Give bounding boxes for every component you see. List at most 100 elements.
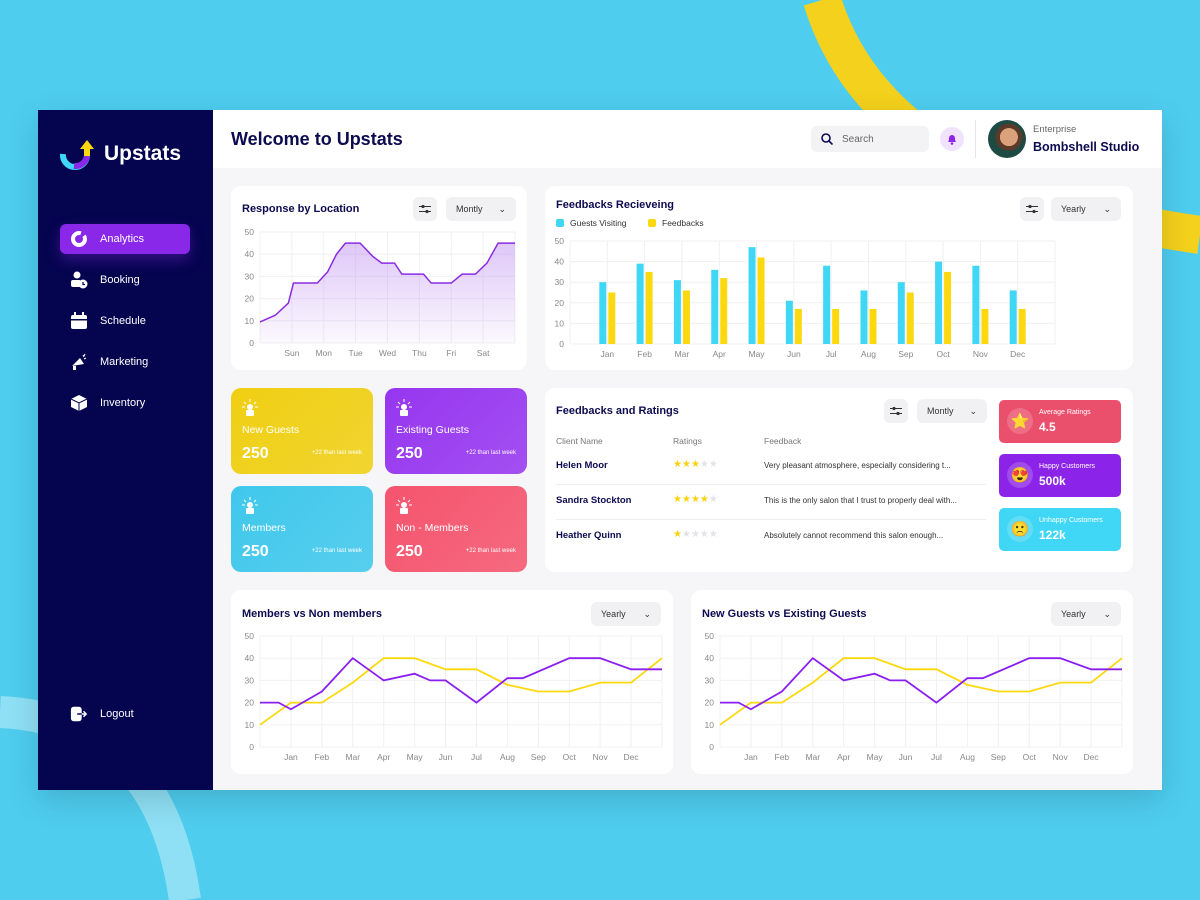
sidebar-item-analytics[interactable]: Analytics	[60, 224, 190, 254]
y-tick-label: 10	[245, 316, 255, 326]
x-tick-label: Sep	[991, 752, 1006, 762]
stat-card[interactable]: Existing Guests 250 +22 than last week	[385, 388, 527, 474]
bell-icon	[948, 135, 956, 145]
sliders-icon	[890, 406, 902, 416]
filter-button[interactable]	[413, 197, 437, 221]
legend-item: Feedbacks	[648, 218, 704, 228]
response-chart: 0 10 20 30 40 50 Sun Mon Tue Wed Thu Fri Sat	[245, 227, 516, 358]
y-tick-label: 10	[705, 720, 715, 730]
x-tick-label: Jan	[744, 752, 758, 762]
logout-button[interactable]: Logout	[60, 699, 190, 729]
filter-button[interactable]	[884, 399, 908, 423]
x-tick-label: Apr	[713, 349, 726, 359]
star-icon: ★	[673, 529, 682, 540]
box-icon	[70, 394, 88, 412]
sidebar-item-label: Booking	[100, 274, 140, 286]
search-icon	[821, 133, 833, 145]
avatar[interactable]	[988, 120, 1026, 158]
table-row[interactable]: Heather Quinn ★★★★★ Absolutely cannot re…	[556, 520, 986, 555]
star-rating: ★★★★★	[673, 459, 718, 470]
bar-feedbacks	[608, 292, 616, 344]
bar-guests	[748, 247, 756, 344]
metric-value: 500k	[1039, 474, 1066, 488]
bar-feedbacks	[944, 271, 952, 344]
legend-label: Guests Visiting	[570, 218, 627, 228]
stat-delta: +22 than last week	[465, 548, 516, 554]
star-icon: ★	[699, 459, 709, 470]
y-tick-label: 30	[705, 675, 715, 685]
star-icon: ★	[681, 494, 691, 505]
period-dropdown[interactable]: Montly ⌄	[446, 197, 516, 221]
header: Welcome to Upstats Search Enterprise Bom…	[213, 110, 1162, 168]
metric-label: Happy Customers	[1039, 463, 1096, 470]
metric-card[interactable]: 😍 Happy Customers 500k	[999, 454, 1121, 497]
period-value: Montly	[456, 204, 483, 214]
feedback-text: Very pleasant atmosphere, especially con…	[764, 461, 951, 470]
period-dropdown[interactable]: Yearly ⌄	[1051, 602, 1121, 626]
star-icon: ★	[690, 494, 700, 505]
bar-feedbacks	[757, 257, 765, 344]
search-input[interactable]: Search	[811, 126, 929, 152]
y-tick-label: 40	[705, 653, 715, 663]
bar-feedbacks	[682, 290, 690, 344]
logout-label: Logout	[100, 708, 134, 720]
members-line-chart: 0 10 20 30 40 50 Jan Feb Mar Apr May Jun Jul Aug Sep Oc…	[245, 631, 663, 762]
notification-button[interactable]	[940, 127, 964, 151]
stat-label: Members	[242, 522, 286, 534]
period-dropdown[interactable]: Yearly ⌄	[591, 602, 661, 626]
y-tick-label: 10	[245, 720, 255, 730]
period-dropdown[interactable]: Yearly ⌄	[1051, 197, 1121, 221]
period-dropdown[interactable]: Montly ⌄	[917, 399, 987, 423]
stat-label: Non - Members	[396, 522, 469, 534]
bar-guests	[972, 265, 980, 344]
star-icon: ★	[690, 529, 700, 540]
y-tick-label: 0	[249, 742, 254, 752]
sidebar: Upstats Analytics Booking Schedule Marke…	[38, 110, 213, 790]
metric-card[interactable]: 🙁 Unhappy Customers 122k	[999, 508, 1121, 551]
card-title: Feedbacks and Ratings	[556, 405, 679, 417]
sidebar-item-schedule[interactable]: Schedule	[60, 306, 190, 336]
bar-guests	[823, 265, 831, 344]
metric-label: Unhappy Customers	[1039, 517, 1103, 524]
bar-guests	[860, 290, 868, 344]
feedbacks-receiving-card: Feedbacks Recieveing Guests Visiting Fee…	[545, 186, 1133, 370]
chevron-down-icon: ⌄	[643, 608, 651, 619]
emoji-icon: 🙁	[1007, 516, 1033, 542]
table-row[interactable]: Sandra Stockton ★★★★★ This is the only s…	[556, 485, 986, 520]
table-row[interactable]: Helen Moor ★★★★★ Very pleasant atmospher…	[556, 450, 986, 485]
y-tick-label: 20	[245, 698, 255, 708]
bar-feedbacks	[869, 308, 877, 344]
x-tick-label: Feb	[637, 349, 652, 359]
bar-feedbacks	[720, 278, 728, 344]
visitor-icon	[242, 399, 258, 416]
period-value: Montly	[927, 406, 954, 416]
x-tick-label: Dec	[1010, 349, 1026, 359]
chevron-down-icon: ⌄	[498, 203, 506, 214]
legend-label: Feedbacks	[662, 218, 704, 228]
stat-card[interactable]: Non - Members 250 +22 than last week	[385, 486, 527, 572]
stat-value: 250	[242, 543, 269, 560]
sidebar-item-marketing[interactable]: Marketing	[60, 347, 190, 377]
y-tick-label: 0	[559, 339, 564, 349]
star-icon: ★	[699, 529, 709, 540]
filter-button[interactable]	[1020, 197, 1044, 221]
client-name: Sandra Stockton	[556, 495, 632, 506]
metric-card[interactable]: ⭐ Average Ratings 4.5	[999, 400, 1121, 443]
star-rating: ★★★★★	[673, 494, 718, 505]
stat-card[interactable]: New Guests 250 +22 than last week	[231, 388, 373, 474]
x-tick-label: Jul	[471, 752, 482, 762]
sidebar-item-booking[interactable]: Booking	[60, 265, 190, 295]
sidebar-item-label: Schedule	[100, 315, 146, 327]
members-chart-card: Members vs Non members Yearly ⌄ 0 10 20 30 40…	[231, 590, 673, 774]
star-icon: ★	[708, 494, 718, 505]
account-name[interactable]: Bombshell Studio	[1033, 140, 1140, 154]
stat-card[interactable]: Members 250 +22 than last week	[231, 486, 373, 572]
sidebar-item-inventory[interactable]: Inventory	[60, 388, 190, 418]
star-icon: ★	[699, 494, 709, 505]
bar-guests	[711, 269, 719, 344]
x-tick-label: Wed	[379, 348, 397, 358]
stat-value: 250	[396, 543, 423, 560]
period-value: Yearly	[601, 609, 626, 619]
guests-chart-card: New Guests vs Existing Guests Yearly ⌄ 0 1…	[691, 590, 1133, 774]
feedbacks-bar-chart: 0 10 20 30 40 50 Jan Feb Mar Apr May Jun Jul Aug Sep Oc…	[555, 236, 1056, 359]
